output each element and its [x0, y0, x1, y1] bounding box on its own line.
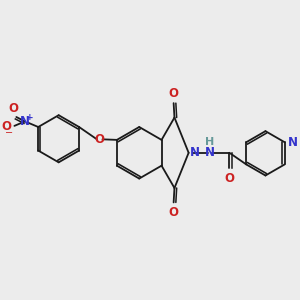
Text: O: O: [169, 86, 178, 100]
Text: O: O: [9, 101, 19, 115]
Text: N: N: [190, 146, 200, 159]
Text: N: N: [288, 136, 298, 149]
Text: O: O: [224, 172, 234, 184]
Text: N: N: [20, 115, 30, 128]
Text: O: O: [95, 133, 105, 146]
Text: N: N: [204, 146, 214, 159]
Text: −: −: [5, 128, 13, 137]
Text: O: O: [169, 206, 178, 219]
Text: O: O: [1, 121, 11, 134]
Text: +: +: [26, 112, 33, 122]
Text: H: H: [205, 137, 214, 147]
